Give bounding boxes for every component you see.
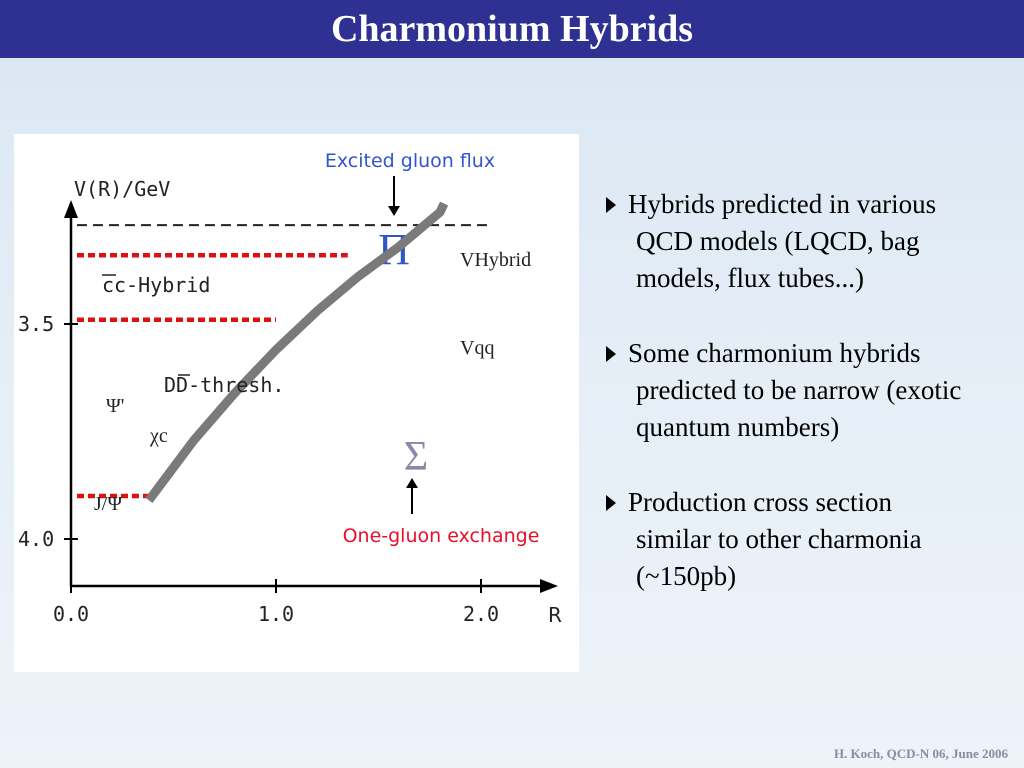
arrow-up-head (406, 478, 418, 488)
potential-chart: Excited gluon flux Π Σ One-gluon exchang… (18, 150, 562, 627)
bullet-line: Hybrids predicted in various (628, 189, 937, 219)
x-tick-label: 1.0 (258, 602, 294, 626)
y-tick-label: 4.0 (18, 527, 54, 551)
bullet-line: predicted to be narrow (exotic (636, 375, 962, 405)
slide-footer: H. Koch, QCD-N 06, June 2006 (833, 746, 1008, 761)
bullet-line: similar to other charmonia (636, 524, 922, 554)
label-cc-hybrid: cc-Hybrid (102, 273, 210, 297)
bullet-line: models, flux tubes...) (636, 263, 864, 293)
bullet-item: Production cross section similar to othe… (604, 484, 1014, 595)
y-axis-label: V(R)/GeV (74, 177, 170, 201)
label-psi-prime: Ψ' (106, 395, 124, 417)
bullet-item: Some charmonium hybrids predicted to be … (604, 335, 1014, 446)
sigma-symbol: Σ (404, 434, 428, 480)
annotation-one-gluon-exchange: One-gluon exchange (343, 525, 540, 547)
label-v-hybrid: VHybrid (460, 249, 531, 271)
slide-title: Charmonium Hybrids (330, 8, 694, 50)
bullet-line: Some charmonium hybrids (628, 338, 921, 368)
y-tick-label: 3.5 (18, 312, 54, 336)
bullet-line: (~150pb) (636, 561, 737, 591)
potential-figure: Excited gluon flux Π Σ One-gluon exchang… (14, 134, 579, 672)
bullet-arrow-icon (606, 197, 616, 213)
x-tick-label: 2.0 (463, 602, 499, 626)
bullet-item: Hybrids predicted in various QCD models … (604, 186, 1014, 297)
bullet-line: Production cross section (628, 487, 892, 517)
x-axis-arrow (540, 579, 558, 593)
x-axis-label: R (548, 603, 562, 627)
arrow-down-head (388, 206, 400, 216)
energy-levels (77, 224, 492, 499)
label-j-psi: J/Ψ (94, 493, 122, 515)
slide-title-bar: Charmonium Hybrids (0, 0, 1024, 58)
bullet-line: quantum numbers) (636, 412, 840, 442)
potential-curves (145, 201, 449, 503)
bullet-arrow-icon (606, 495, 616, 511)
label-v-qq: Vqq (460, 337, 494, 359)
bullet-list: Hybrids predicted in various QCD models … (604, 186, 1014, 633)
y-axis-ticks: 4.03.53.0 (18, 312, 78, 551)
curve-v-qq (145, 201, 449, 503)
annotation-excited-gluon-flux: Excited gluon flux (325, 150, 495, 172)
label-chi-c: χc (149, 425, 168, 447)
x-axis-ticks: 0.0 1.0 2.0 (53, 579, 499, 626)
x-tick-label: 0.0 (53, 602, 89, 626)
bullet-arrow-icon (606, 346, 616, 362)
bullet-line: QCD models (LQCD, bag (636, 226, 920, 256)
label-dd-thresh: DD-thresh. (164, 373, 284, 397)
y-axis-arrow (64, 200, 78, 218)
